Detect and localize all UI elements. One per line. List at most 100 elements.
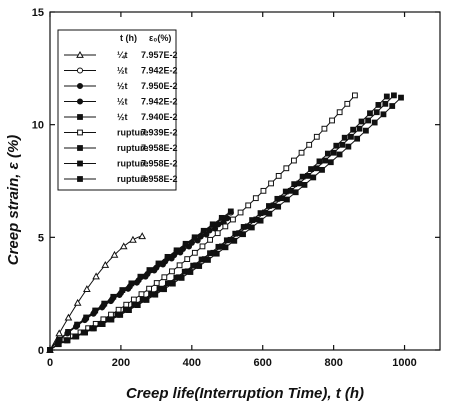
data-point-square — [164, 253, 171, 260]
data-point-square — [92, 307, 99, 314]
data-point-circle — [224, 215, 231, 222]
data-point-triangle — [83, 285, 91, 292]
data-point-square — [190, 262, 197, 269]
data-point-square — [363, 127, 369, 134]
data-point-circle — [76, 98, 84, 105]
data-point-square — [146, 267, 153, 273]
data-point-square — [319, 166, 325, 173]
legend-label: rupture — [117, 128, 149, 138]
data-point-square — [260, 187, 267, 194]
data-point-square — [298, 149, 305, 156]
data-point-square — [198, 256, 205, 263]
data-point-square — [89, 325, 96, 332]
data-point-square — [371, 119, 378, 126]
data-point-square — [341, 134, 348, 141]
data-point-square — [209, 221, 216, 228]
data-point-triangle — [73, 298, 82, 306]
data-point-square — [257, 210, 264, 217]
data-point-circle — [133, 279, 140, 286]
data-point-square — [365, 117, 372, 124]
legend-item: ½t 7.942E-2 — [64, 66, 178, 76]
plot-frame — [49, 11, 441, 351]
data-point-square — [123, 301, 130, 308]
data-point-triangle — [138, 232, 147, 240]
data-point-square — [223, 237, 230, 244]
y-axis-title: Creep strain, ε (%) — [5, 135, 22, 266]
data-point-square — [230, 216, 236, 223]
data-point-square — [128, 280, 135, 287]
legend-value: 7.958E-2 — [141, 159, 178, 169]
data-point-square — [245, 202, 252, 209]
data-point-square — [182, 240, 189, 247]
data-point-square — [146, 285, 152, 292]
data-point-square — [283, 165, 290, 172]
legend-item: ¼t 7.957E-2 — [64, 50, 178, 60]
data-point-square — [153, 280, 160, 286]
data-point-square — [200, 227, 207, 234]
data-point-square — [114, 311, 121, 318]
data-point-square — [110, 293, 117, 300]
data-point-square — [55, 341, 62, 348]
data-point-square — [324, 150, 331, 157]
legend-item: ½t 7.940E-2 — [64, 112, 178, 122]
data-point-triangle — [119, 242, 128, 250]
data-point-square — [282, 188, 289, 195]
data-point-square — [130, 296, 137, 303]
data-point-square — [148, 291, 154, 298]
data-point-square — [106, 316, 112, 323]
data-point-square — [122, 307, 129, 313]
data-point-square — [292, 189, 299, 196]
data-point-square — [391, 92, 397, 99]
data-point-square — [169, 268, 175, 275]
data-point-square — [344, 100, 351, 107]
legend-value: 7.950E-2 — [141, 81, 178, 91]
data-point-square — [137, 273, 144, 280]
data-point-square — [358, 118, 365, 125]
data-point-square — [373, 109, 380, 116]
data-point-square — [77, 129, 83, 136]
data-point-square — [352, 92, 358, 99]
data-point-square — [101, 300, 108, 307]
data-point-square — [316, 158, 323, 165]
data-point-square — [382, 100, 389, 107]
data-point-square — [199, 243, 206, 250]
legend: t (h) ε₀(%) ¼t 7.957E-2 ½t 7.942E-2 ½t 7.950E… — [57, 29, 178, 191]
legend-header-strain: ε₀(%) — [149, 33, 171, 43]
data-point-square — [291, 181, 298, 188]
data-point-square — [327, 159, 334, 166]
data-point-square — [207, 236, 213, 243]
data-point-square — [398, 94, 404, 101]
data-point-square — [181, 268, 188, 275]
x-axis-title: Creep life(Interruption Time), t (h) — [126, 385, 364, 402]
data-point-square — [77, 160, 83, 167]
y-tick-label: 10 — [32, 120, 44, 132]
data-point-square — [77, 114, 83, 120]
y-tick-label: 5 — [38, 232, 44, 244]
data-point-square — [97, 321, 104, 327]
data-point-square — [83, 314, 90, 321]
data-point-square — [176, 262, 183, 269]
data-point-square — [275, 172, 282, 179]
data-point-triangle — [110, 250, 119, 258]
data-point-square — [350, 126, 357, 133]
data-point-square — [155, 260, 162, 267]
data-point-square — [310, 174, 317, 181]
series-6 — [47, 92, 358, 353]
legend-label: rupture — [117, 143, 149, 153]
series-4 — [46, 219, 227, 354]
data-point-square — [354, 135, 361, 142]
data-point-square — [345, 143, 352, 150]
data-point-square — [218, 214, 225, 221]
data-point-square — [291, 157, 297, 164]
data-point-triangle — [92, 272, 100, 280]
data-point-square — [339, 141, 346, 148]
data-point-square — [301, 181, 308, 188]
legend-value: 7.942E-2 — [141, 66, 178, 76]
data-point-square — [322, 157, 329, 164]
data-point-square — [333, 142, 340, 149]
legend-item: ½t 7.950E-2 — [64, 81, 178, 91]
data-point-square — [356, 125, 363, 132]
